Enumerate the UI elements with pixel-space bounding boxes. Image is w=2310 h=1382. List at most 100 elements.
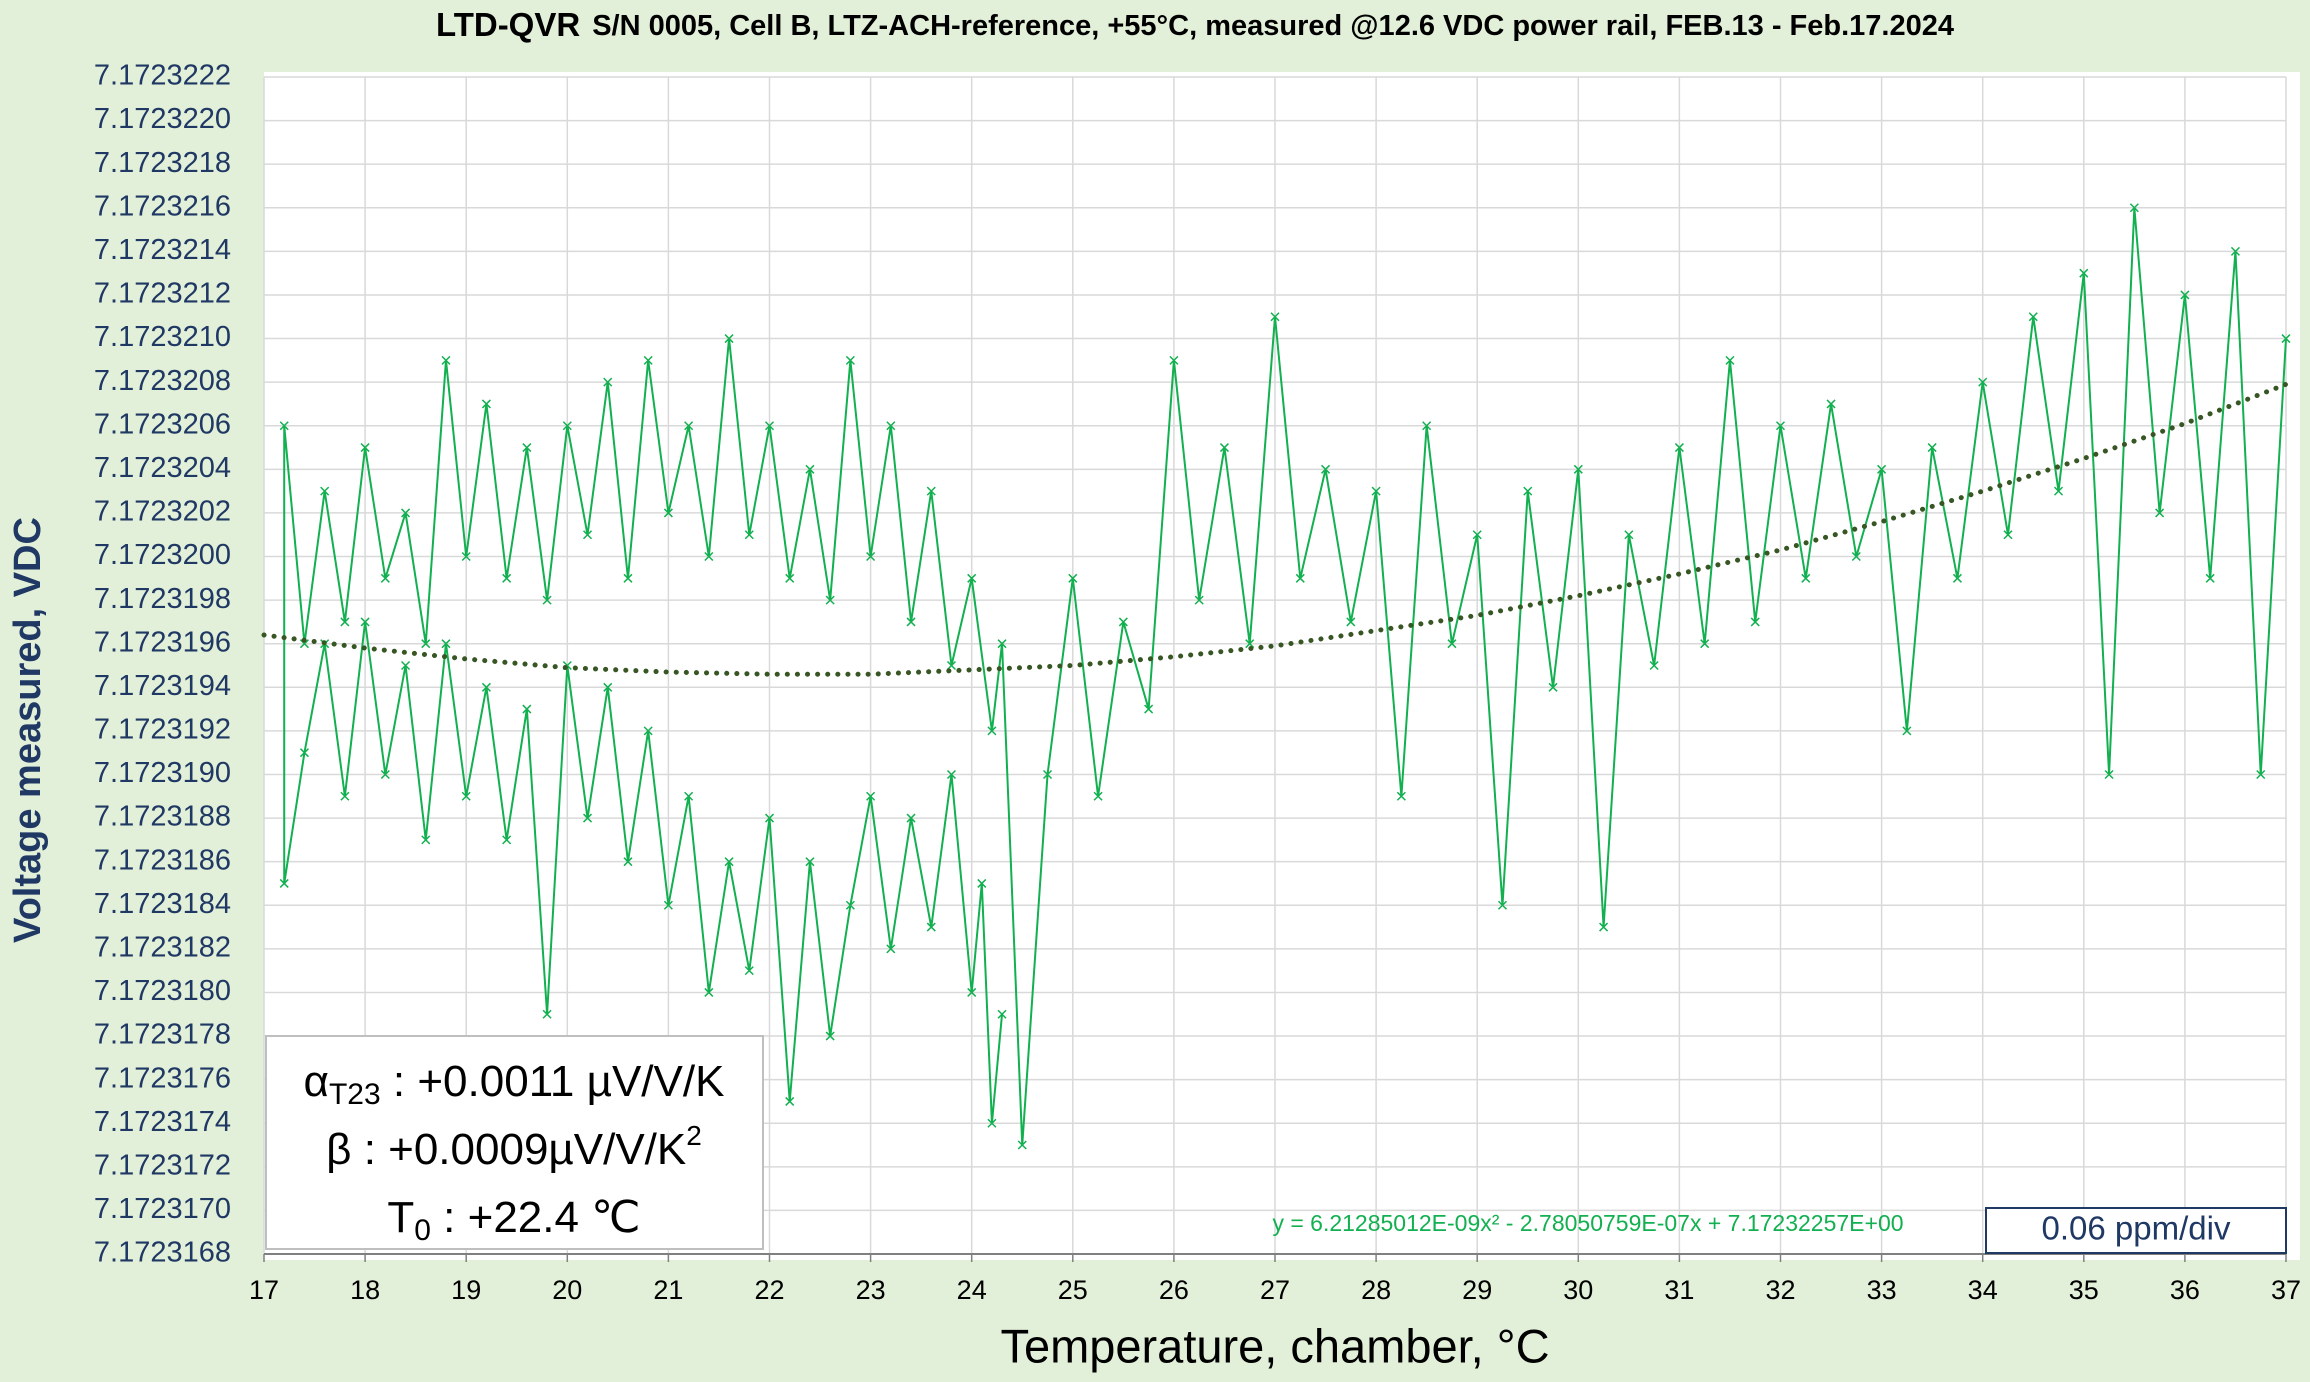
data-point (2053, 486, 2064, 496)
x-tick-label: 18 (350, 1275, 380, 1305)
data-point (785, 1096, 795, 1106)
y-tick-label: 7.1723204 (94, 452, 231, 484)
y-tick-label: 7.1723176 (94, 1062, 231, 1094)
y-tick-label: 7.1723196 (94, 626, 231, 658)
data-point (1346, 617, 1356, 627)
data-point (1700, 639, 1710, 649)
data-point (1068, 573, 1078, 583)
data-point (977, 878, 987, 888)
data-point (279, 878, 289, 888)
y-tick-label: 7.1723184 (94, 888, 231, 920)
data-point (946, 660, 957, 671)
coefficient-text: : +22.4 ℃ (431, 1193, 641, 1242)
data-point (441, 355, 451, 365)
data-point (704, 987, 714, 997)
data-point (401, 508, 411, 518)
data-point (542, 595, 552, 605)
data-point (340, 617, 350, 627)
data-point (946, 769, 957, 780)
data-point (1295, 573, 1305, 583)
data-point (845, 900, 855, 910)
coefficient-text: T (387, 1193, 414, 1242)
data-point (1775, 421, 1786, 431)
data-point (1851, 551, 1861, 562)
title-text: S/N 0005, Cell B, LTZ-ACH-reference, +55… (592, 10, 1954, 42)
data-point (1093, 791, 1103, 801)
x-tick-label: 27 (1260, 1275, 1290, 1305)
data-point (380, 573, 390, 583)
data-point (1826, 399, 1836, 409)
coefficient-line: β : +0.0009µV/V/K2 (326, 1120, 702, 1173)
data-point (1624, 530, 1634, 540)
data-point (603, 682, 613, 692)
data-point (967, 987, 977, 997)
x-tick-label: 36 (2170, 1275, 2200, 1305)
data-point (1118, 617, 1128, 627)
data-point (2230, 246, 2240, 256)
data-point (926, 922, 936, 932)
y-tick-label: 7.1723208 (94, 365, 231, 397)
data-point (603, 377, 613, 387)
data-point (643, 726, 653, 736)
y-tick-label: 7.1723222 (94, 60, 231, 92)
data-point (2281, 334, 2291, 344)
data-point (2028, 312, 2038, 322)
x-tick-label: 20 (552, 1275, 582, 1305)
y-tick-label: 7.1723190 (94, 757, 231, 789)
data-point (2129, 203, 2139, 213)
y-tick-label: 7.1723180 (94, 975, 231, 1007)
data-point (1877, 464, 1887, 474)
data-point (825, 1031, 835, 1041)
x-tick-label: 28 (1361, 1275, 1391, 1305)
data-point (1927, 443, 1937, 453)
data-point (502, 573, 512, 583)
data-point (320, 486, 330, 496)
data-point (421, 835, 431, 845)
y-tick-label: 7.1723172 (94, 1149, 231, 1181)
data-point (1144, 704, 1154, 714)
data-point (886, 421, 896, 431)
data-point (1548, 682, 1558, 692)
data-point (684, 791, 694, 801)
chart-title: LTD-QVR S/N 0005, Cell B, LTZ-ACH-referen… (436, 6, 1954, 43)
y-tick-label: 7.1723174 (94, 1106, 231, 1138)
data-point (1447, 639, 1457, 649)
data-point (522, 704, 532, 714)
data-point (461, 551, 471, 562)
y-tick-label: 7.1723188 (94, 801, 231, 833)
data-point (1219, 443, 1229, 453)
data-point (1523, 486, 1533, 496)
data-point (1599, 922, 1609, 932)
x-tick-label: 32 (1765, 1275, 1795, 1305)
data-point (724, 334, 734, 344)
data-point (825, 595, 835, 605)
data-point (744, 530, 754, 540)
y-tick-label: 7.1723170 (94, 1193, 231, 1225)
data-point (1371, 486, 1381, 496)
y-tick-label: 7.1723210 (94, 321, 231, 353)
data-point (845, 355, 855, 365)
data-point (684, 421, 694, 431)
data-point (805, 857, 815, 867)
data-point (866, 791, 876, 801)
data-point (481, 682, 491, 692)
data-point (279, 421, 289, 431)
scale-note: 0.06 ppm/div (2042, 1210, 2231, 1247)
y-tick-label: 7.1723218 (94, 147, 231, 179)
x-tick-label: 19 (451, 1275, 481, 1305)
x-tick-label: 31 (1664, 1275, 1694, 1305)
scale-box (1985, 1207, 2287, 1254)
coefficient-text: α (304, 1057, 329, 1106)
data-point (785, 573, 795, 583)
data-point (744, 966, 754, 976)
data-point (542, 1009, 552, 1019)
data-point (926, 486, 936, 496)
coefficient-text: : +0.0011 µV/V/K (381, 1057, 725, 1106)
data-point (481, 399, 491, 409)
x-tick-label: 35 (2069, 1275, 2099, 1305)
y-tick-label: 7.1723202 (94, 496, 231, 528)
data-point (1422, 421, 1432, 431)
data-point (2104, 769, 2114, 780)
data-point (967, 573, 977, 583)
data-point (1801, 573, 1811, 583)
